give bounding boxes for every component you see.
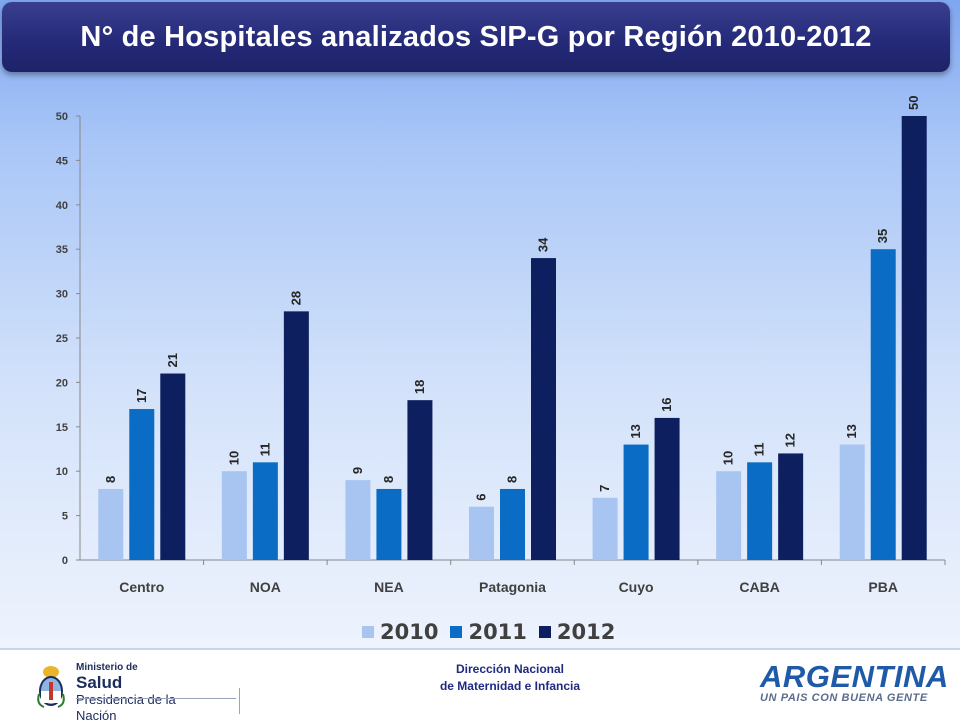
data-label: 9 (350, 467, 365, 474)
y-tick-label: 40 (56, 200, 68, 212)
x-tick-label: NOA (250, 579, 281, 595)
data-label: 50 (906, 96, 921, 110)
data-label: 8 (505, 476, 520, 483)
ministry-logo: Ministerio de Salud Presidencia de la Na… (32, 656, 240, 723)
bar-2011-pba (870, 249, 896, 560)
bar-2012-centro (160, 373, 186, 560)
bar-2010-pba (839, 444, 865, 560)
data-label: 7 (597, 485, 612, 492)
bar-2011-cuyo (623, 444, 649, 560)
x-tick-label: Cuyo (619, 579, 654, 595)
legend-label-2011: 2011 (468, 620, 527, 644)
bar-chart: 0 5 10 15 20 25 30 35 40 45 50 8 17 21 Centro 10 11 28 NOA… (56, 96, 946, 595)
argentina-brand-name: ARGENTINA (760, 659, 949, 694)
bar-2011-patagonia (500, 488, 525, 560)
legend-swatch-2010 (362, 626, 374, 638)
bar-2011-nea (376, 488, 402, 560)
ministry-line3: Presidencia de la Nación (76, 692, 176, 723)
data-label: 18 (412, 380, 427, 394)
ministry-vrule (239, 688, 240, 714)
y-tick-label: 10 (56, 466, 68, 478)
x-tick-label: NEA (374, 579, 404, 595)
direccion-line1: Dirección Nacional (455, 662, 565, 676)
data-label: 21 (165, 353, 180, 367)
data-label: 35 (875, 229, 890, 243)
bar-2010-centro (98, 488, 124, 560)
data-label: 8 (103, 476, 118, 483)
data-label: 8 (381, 476, 396, 483)
legend-label-2010: 2010 (380, 620, 439, 644)
bar-2012-patagonia (531, 258, 556, 560)
data-label: 11 (257, 443, 272, 457)
bar-2012-caba (778, 453, 804, 560)
ministry-line2: Salud (76, 673, 123, 692)
y-tick-label: 5 (62, 511, 68, 523)
direccion-nacional: Dirección Nacional de Maternidad e Infan… (380, 661, 640, 695)
x-tick-label: CABA (739, 579, 779, 595)
direccion-line2: de Maternidad e Infancia (439, 679, 581, 693)
legend-item-2010: 2010 (362, 620, 438, 644)
bar-2010-cuyo (592, 497, 618, 560)
data-label: 16 (659, 397, 674, 411)
legend-swatch-2012 (538, 626, 551, 638)
ministry-line1: Ministerio de (76, 662, 138, 673)
data-label: 10 (226, 451, 241, 465)
x-tick-label: Patagonia (479, 579, 546, 595)
legend-item-2011: 2011 (450, 620, 527, 644)
legend-swatch-2011 (450, 626, 463, 638)
y-tick-label: 0 (62, 555, 68, 567)
bar-2011-centro (129, 409, 155, 560)
y-tick-label: 25 (56, 333, 68, 345)
argentina-coat-of-arms-icon (37, 666, 65, 708)
data-label: 13 (844, 424, 859, 438)
argentina-brand: ARGENTINA UN PAIS CON BUENA GENTE (760, 659, 949, 704)
y-tick-label: 20 (56, 377, 68, 389)
bar-2012-cuyo (654, 417, 680, 560)
argentina-brand-tagline: UN PAIS CON BUENA GENTE (760, 692, 928, 704)
data-label: 6 (474, 493, 489, 500)
bar-2011-caba (747, 462, 773, 560)
legend-label-2012: 2012 (556, 620, 616, 644)
data-label: 12 (783, 433, 798, 447)
y-tick-label: 50 (56, 111, 68, 123)
y-tick-label: 35 (56, 244, 68, 256)
bar-2012-pba (901, 116, 927, 560)
page-title: N° de Hospitales analizados SIP-G por Re… (80, 20, 872, 53)
footer: Ministerio de Salud Presidencia de la Na… (0, 648, 960, 723)
y-tick-label: 15 (56, 422, 68, 434)
data-label: 10 (721, 451, 736, 465)
y-tick-label: 45 (56, 155, 68, 167)
title-bar: N° de Hospitales analizados SIP-G por Re… (2, 2, 950, 72)
ministry-rule (76, 698, 236, 699)
ministry-text: Ministerio de Salud Presidencia de la Na… (76, 662, 212, 724)
bar-2010-nea (345, 480, 371, 560)
bar-2011-noa (252, 462, 278, 560)
x-tick-label: PBA (868, 579, 898, 595)
bar-2010-caba (716, 471, 742, 560)
chart-legend: 2010 2011 2012 (362, 620, 615, 644)
legend-item-2012: 2012 (538, 620, 616, 644)
footer-divider (0, 648, 960, 650)
data-label: 13 (628, 424, 643, 438)
bar-2012-noa (283, 311, 309, 560)
bar-2012-nea (407, 400, 433, 560)
data-label: 28 (288, 291, 303, 305)
x-tick-label: Centro (119, 579, 164, 595)
data-label: 17 (134, 389, 149, 403)
y-tick-label: 30 (56, 289, 68, 301)
data-label: 11 (752, 443, 767, 457)
bar-2010-noa (221, 471, 247, 560)
bar-2010-patagonia (469, 506, 494, 560)
data-label: 34 (536, 237, 551, 252)
